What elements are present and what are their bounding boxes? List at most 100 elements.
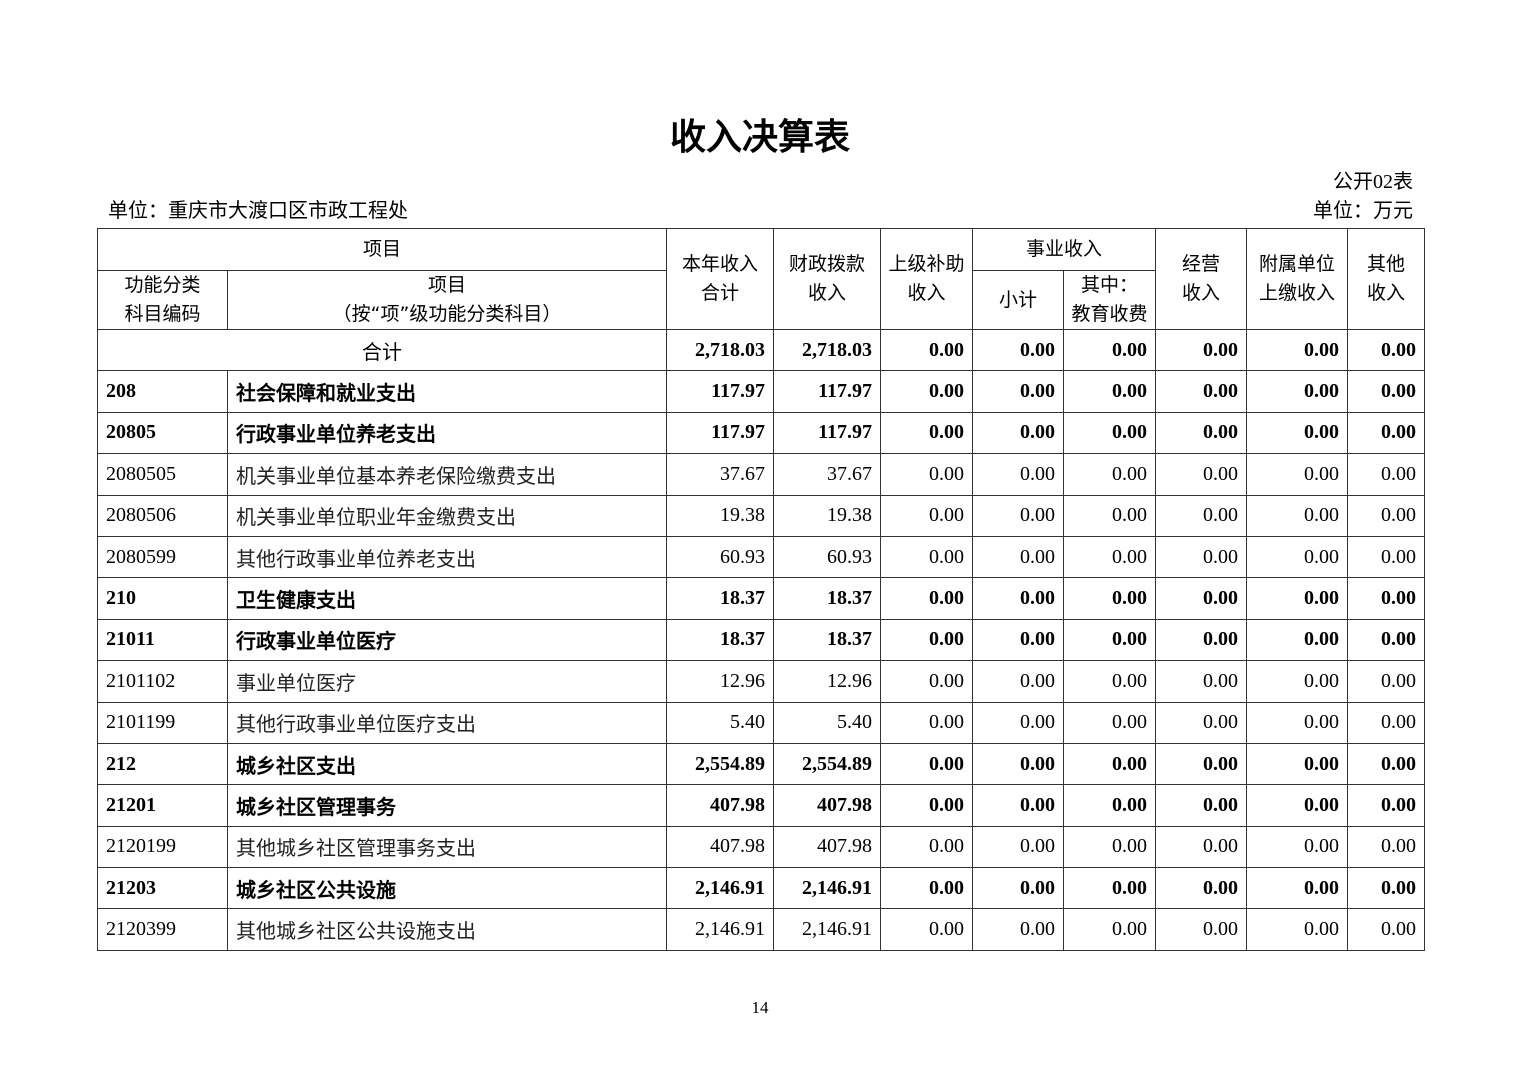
value-cell: 0.00 [1246,742,1349,786]
code-cell: 2080506 [97,494,228,537]
value-cell: 0.00 [1063,370,1157,413]
name-cell: 行政事业单位医疗 [226,618,668,662]
value-cell: 0.00 [1347,494,1426,537]
code-cell: 2101199 [97,701,228,744]
value-cell: 0.00 [880,784,974,827]
value-cell: 0.00 [972,742,1065,786]
value-cell: 0.00 [880,494,974,537]
value-cell: 0.00 [972,411,1065,455]
value-cell: 2,554.89 [666,742,775,786]
value-cell: 0.00 [1063,535,1157,579]
value-cell: 0.00 [880,370,974,413]
value-cell: 0.00 [972,784,1065,827]
value-cell: 0.00 [1347,411,1426,455]
value-cell: 0.00 [1246,784,1349,827]
value-cell: 18.37 [773,577,882,620]
page-title: 收入决算表 [669,117,850,158]
table-row: 2101102 事业单位医疗 12.96 12.96 0.00 0.00 0.00 0.00 0… [97,660,1426,703]
table-row: 2080599 其他行政事业单位养老支出 60.93 60.93 0.00 0.00 0.0… [97,535,1426,579]
value-cell: 0.00 [1155,453,1248,496]
value-cell: 0.00 [972,535,1065,579]
cell: 0.00 [972,328,1065,372]
value-cell: 18.37 [773,618,882,662]
name-cell: 城乡社区管理事务 [226,784,668,827]
value-cell: 12.96 [773,660,882,703]
value-cell: 0.00 [972,453,1065,496]
value-cell: 0.00 [1246,494,1349,537]
value-cell: 117.97 [773,411,882,455]
value-cell: 60.93 [773,535,882,579]
value-cell: 0.00 [880,453,974,496]
cell: 0.00 [1155,328,1248,372]
value-cell: 0.00 [880,577,974,620]
value-cell: 0.00 [1246,618,1349,662]
name-cell: 其他行政事业单位医疗支出 [226,701,668,744]
name-cell: 社会保障和就业支出 [226,370,668,413]
header-career: 事业收入 [972,228,1157,271]
value-cell: 0.00 [1246,453,1349,496]
cell: 0.00 [1347,328,1426,372]
value-cell: 0.00 [1246,908,1349,951]
total-row: 合计 2,718.03 2,718.03 0.00 0.00 0.00 0.00… [96,328,1426,372]
value-cell: 0.00 [880,618,974,662]
value-cell: 0.00 [1063,453,1157,496]
cell: 2,718.03 [666,328,775,372]
value-cell: 0.00 [972,701,1065,744]
value-cell: 37.67 [773,453,882,496]
value-cell: 2,146.91 [773,908,882,951]
value-cell: 0.00 [1063,908,1157,951]
value-cell: 0.00 [1155,577,1248,620]
value-cell: 2,146.91 [773,867,882,910]
header-edu: 其中： 教育收费 [1063,270,1157,330]
code-cell: 2080505 [97,453,228,496]
table-row: 212 城乡社区支出 2,554.89 2,554.89 0.00 0.00 0.00 0.0… [97,742,1426,786]
value-cell: 0.00 [1155,370,1248,413]
value-cell: 0.00 [1155,742,1248,786]
unit-organization: 单位：重庆市大渡口区市政工程处 [108,200,408,222]
table-row: 2120399 其他城乡社区公共设施支出 2,146.91 2,146.91 0.00 0… [97,908,1426,951]
page-number: 14 [751,998,769,1017]
cell: 2,718.03 [773,328,882,372]
value-cell: 117.97 [666,370,775,413]
value-cell: 0.00 [1155,784,1248,827]
value-cell: 0.00 [1063,411,1157,455]
value-cell: 0.00 [1347,370,1426,413]
name-cell: 其他城乡社区公共设施支出 [226,908,668,951]
table-row: 2080505 机关事业单位基本养老保险缴费支出 37.67 37.67 0.00 0.0… [97,453,1426,496]
cell: 0.00 [1246,328,1349,372]
value-cell: 0.00 [1155,825,1248,869]
value-cell: 0.00 [880,660,974,703]
value-cell: 0.00 [1347,660,1426,703]
value-cell: 19.38 [666,494,775,537]
value-cell: 0.00 [880,742,974,786]
value-cell: 37.67 [666,453,775,496]
header-code: 功能分类 科目编码 [97,270,228,330]
code-cell: 20805 [97,411,228,455]
value-cell: 0.00 [1347,825,1426,869]
value-cell: 0.00 [880,908,974,951]
table-row: 21201 城乡社区管理事务 407.98 407.98 0.00 0.00 0.00 0.0… [97,784,1426,827]
value-cell: 0.00 [1347,535,1426,579]
value-cell: 0.00 [1246,867,1349,910]
value-cell: 0.00 [1063,867,1157,910]
header-affiliate: 附属单位 上缴收入 [1246,228,1349,330]
value-cell: 0.00 [880,411,974,455]
unit-currency: 单位：万元 [1313,200,1413,222]
name-cell: 机关事业单位职业年金缴费支出 [226,494,668,537]
value-cell: 0.00 [1347,577,1426,620]
value-cell: 60.93 [666,535,775,579]
value-cell: 0.00 [1063,577,1157,620]
value-cell: 2,554.89 [773,742,882,786]
code-cell: 21201 [97,784,228,827]
value-cell: 0.00 [1246,660,1349,703]
header-business: 经营 收入 [1155,228,1248,330]
total-label: 合计 [96,328,668,372]
value-cell: 407.98 [773,784,882,827]
value-cell: 0.00 [1347,908,1426,951]
value-cell: 18.37 [666,618,775,662]
value-cell: 0.00 [1155,867,1248,910]
value-cell: 117.97 [773,370,882,413]
table-row: 2080506 机关事业单位职业年金缴费支出 19.38 19.38 0.00 0.00 0… [97,494,1426,537]
header-total: 本年收入 合计 [666,228,775,330]
form-number: 公开02表 [1333,171,1413,193]
